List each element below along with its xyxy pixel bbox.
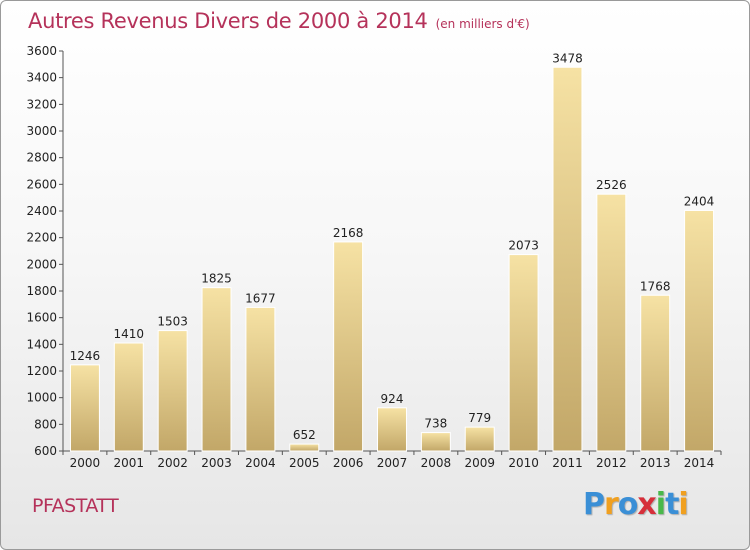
bar-2011: [552, 66, 583, 452]
bar-2000: [69, 364, 100, 452]
logo-letter-0: P: [583, 487, 605, 522]
bar-value-label: 924: [381, 392, 404, 406]
proxiti-logo[interactable]: Proxiti: [583, 487, 689, 522]
x-tick-label: 2009: [464, 456, 495, 470]
x-tick-label: 2011: [552, 456, 583, 470]
y-tick-label: 800: [34, 417, 57, 431]
x-tick-label: 2008: [421, 456, 452, 470]
bar-value-label: 2526: [596, 178, 627, 192]
x-tick-label: 2010: [508, 456, 539, 470]
x-tick-label: 2013: [640, 456, 671, 470]
y-tick-label: 2200: [26, 231, 57, 245]
bar-value-label: 1768: [640, 279, 671, 293]
x-tick-label: 2014: [684, 456, 715, 470]
logo-letter-5: t: [665, 487, 679, 522]
bar-2004: [245, 306, 276, 452]
logo-letter-6: i: [678, 487, 688, 522]
y-tick-label: 600: [34, 444, 57, 458]
y-tick-label: 1800: [26, 284, 57, 298]
y-tick-label: 3600: [26, 44, 57, 58]
bar-2014: [684, 209, 715, 452]
bar-value-label: 1677: [245, 291, 276, 305]
x-tick-label: 2001: [114, 456, 145, 470]
bar-2005: [289, 443, 320, 452]
logo-letter-1: r: [604, 487, 619, 522]
bar-2002: [157, 330, 188, 452]
y-tick-label: 3400: [26, 71, 57, 85]
commune-name: PFASTATT: [32, 495, 119, 517]
logo-letter-4: i: [655, 487, 666, 522]
bar-value-label: 3478: [552, 51, 583, 65]
chart-axes: 600 800 1000 1200 1400 1600 1800 2000 2200 2400 26…: [26, 44, 722, 470]
y-tick-label: 3000: [26, 124, 57, 138]
bar-value-label: 2168: [333, 226, 364, 240]
y-tick-label: 1600: [26, 311, 57, 325]
bar-value-label: 1410: [114, 327, 145, 341]
bar-2007: [377, 407, 407, 452]
y-tick-label: 2400: [26, 204, 57, 218]
y-tick-label: 2800: [26, 151, 57, 165]
bar-2003: [201, 287, 232, 452]
x-tick-label: 2006: [333, 456, 364, 470]
bar-value-label: 652: [293, 428, 316, 442]
bar-value-label: 2073: [508, 239, 539, 253]
y-tick-label: 1000: [26, 391, 57, 405]
bar-2009: [464, 426, 495, 452]
chart-bars: 1246 1410 1503 1825 1677 652 2168 924 738 779 2073…: [69, 51, 715, 452]
x-tick-label: 2004: [245, 456, 276, 470]
x-tick-label: 2003: [201, 456, 232, 470]
y-tick-label: 2600: [26, 177, 57, 191]
y-tick-label: 3200: [26, 97, 57, 111]
chart-title-text: Autres Revenus Divers de 2000 à 2014: [28, 9, 428, 33]
bar-value-label: 1503: [157, 315, 188, 329]
x-tick-label: 2012: [596, 456, 627, 470]
x-tick-label: 2002: [157, 456, 188, 470]
logo-letter-2: o: [617, 487, 639, 522]
bar-2006: [333, 241, 364, 452]
bar-2013: [640, 294, 671, 452]
bar-value-label: 1825: [201, 272, 232, 286]
bar-value-label: 738: [424, 417, 447, 431]
y-tick-label: 1400: [26, 337, 57, 351]
x-tick-label: 2000: [70, 456, 101, 470]
chart-subtitle: (en milliers d'€): [435, 17, 530, 31]
chart-title: Autres Revenus Divers de 2000 à 2014 (en …: [28, 9, 530, 33]
bar-2012: [596, 193, 627, 452]
bar-2008: [420, 432, 451, 452]
x-tick-label: 2005: [289, 456, 320, 470]
bar-2001: [113, 342, 144, 452]
y-tick-label: 2000: [26, 257, 57, 271]
bar-value-label: 1246: [70, 349, 101, 363]
y-tick-label: 1200: [26, 364, 57, 378]
logo-letter-3: x: [637, 487, 656, 522]
bar-value-label: 2404: [684, 194, 715, 208]
bar-2010: [508, 254, 539, 452]
bar-value-label: 779: [468, 411, 491, 425]
x-tick-label: 2007: [377, 456, 408, 470]
